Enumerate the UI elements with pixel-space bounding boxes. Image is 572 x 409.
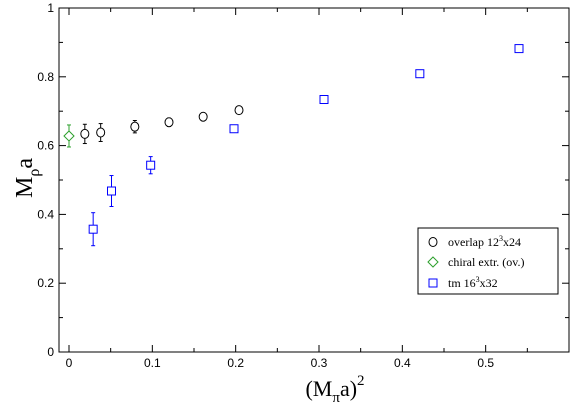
legend-markers <box>427 237 439 288</box>
y-axis-title-sub: ρ <box>26 169 43 177</box>
legend-label-tm: tm 163x32 <box>448 275 498 290</box>
y-tick-label: 0.4 <box>37 207 54 221</box>
legend-label-overlap-base: overlap 12 <box>448 235 499 249</box>
legend: overlap 123x24 chiral extr. (ov.) tm 163… <box>417 227 559 295</box>
legend-label-overlap: overlap 123x24 <box>448 234 521 249</box>
y-tick-label: 0.2 <box>37 276 54 290</box>
data-point <box>80 128 90 139</box>
x-tick-label: 0.4 <box>394 356 411 370</box>
x-axis-title: (Mπa)2 <box>305 373 364 406</box>
x-tick-label: 0.3 <box>311 356 328 370</box>
legend-marker <box>428 278 438 288</box>
y-tick-label: 0.8 <box>37 70 54 84</box>
data-point <box>229 124 239 134</box>
legend-label-overlap-sup: 3 <box>499 234 503 243</box>
data-point <box>198 111 208 122</box>
legend-marker <box>428 237 438 247</box>
data-point <box>63 130 75 142</box>
x-axis-title-after: a) <box>340 376 357 401</box>
data-point <box>146 160 156 170</box>
data-point <box>319 95 329 105</box>
data-point <box>107 186 116 196</box>
x-tick-label: 0.2 <box>227 356 244 370</box>
legend-label-chiral: chiral extr. (ov.) <box>448 255 525 269</box>
data-point <box>514 44 524 54</box>
axis-ticks: 0 0.1 0.2 0.3 0.4 0.5 0 0.2 0.4 0.6 0.8 1 <box>37 1 569 370</box>
data-point <box>164 117 174 128</box>
x-axis-title-sub: π <box>332 390 340 406</box>
x-tick-label: 0.1 <box>144 356 161 370</box>
x-axis-title-sup: 2 <box>357 373 365 389</box>
data-point <box>234 105 244 116</box>
data-point <box>96 127 106 138</box>
y-tick-label: 0.6 <box>37 139 54 153</box>
x-tick-label: 0 <box>66 356 73 370</box>
legend-label-tm-base: tm 16 <box>448 276 476 290</box>
legend-label-chiral-base: chiral extr. (ov.) <box>448 255 525 269</box>
legend-label-tm-sup: 3 <box>476 275 480 284</box>
y-tick-label: 0 <box>47 345 54 359</box>
data-marks <box>63 44 524 247</box>
data-point <box>130 121 140 132</box>
y-tick-label: 1 <box>47 1 54 15</box>
legend-box <box>417 227 559 295</box>
x-axis-title-base: (M <box>305 376 332 401</box>
x-tick-label: 0.5 <box>477 356 494 370</box>
legend-marker <box>427 256 439 268</box>
plot-area <box>58 7 570 353</box>
legend-label-tm-after: x32 <box>480 276 498 290</box>
y-axis-title-base: M <box>12 177 38 198</box>
legend-label-overlap-after: x24 <box>503 235 521 249</box>
y-axis-title-after: a <box>12 158 38 169</box>
data-point <box>415 69 425 79</box>
y-axis-title: Mρa <box>12 158 43 198</box>
data-point <box>88 224 98 234</box>
